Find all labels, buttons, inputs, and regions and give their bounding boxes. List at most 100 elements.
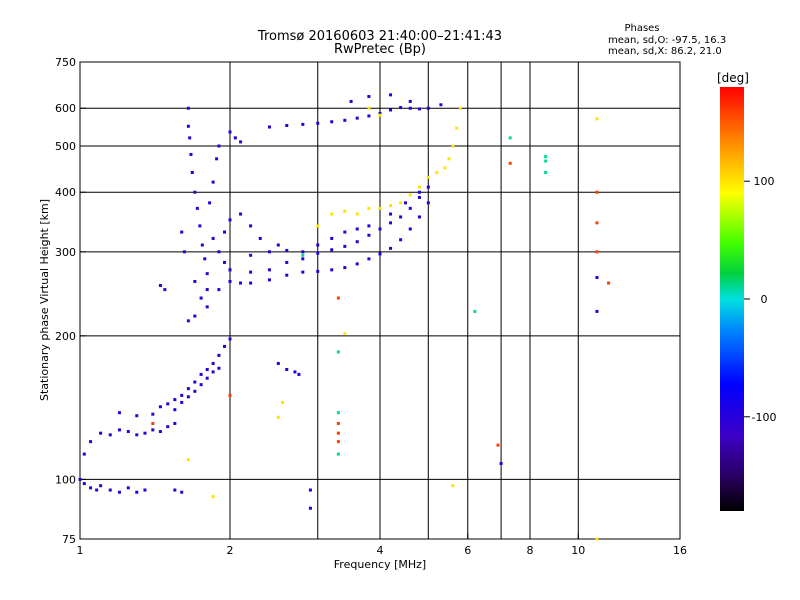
- x-tick-label: 1: [77, 544, 84, 557]
- data-point: [595, 250, 599, 254]
- y-axis-ticks: 75 100 200 300 400 500 600 750: [55, 56, 86, 546]
- x-tick-label: 2: [227, 544, 234, 557]
- data-point: [330, 120, 334, 124]
- data-point: [595, 276, 599, 280]
- data-point: [180, 230, 184, 234]
- data-point: [211, 361, 215, 365]
- data-point: [367, 224, 371, 228]
- data-point: [389, 221, 393, 225]
- data-point: [135, 414, 139, 418]
- data-point: [389, 246, 393, 250]
- data-point: [316, 243, 320, 247]
- data-point: [135, 433, 139, 437]
- data-point: [508, 161, 512, 165]
- data-point: [117, 411, 121, 415]
- data-point: [293, 370, 297, 374]
- x-axis-label: Frequency [MHz]: [334, 558, 426, 571]
- data-point: [399, 201, 403, 205]
- data-point: [228, 337, 232, 341]
- data-point: [193, 380, 197, 384]
- data-point: [95, 488, 99, 492]
- data-point: [443, 166, 447, 170]
- x-axis-ticks: 1 2 4 6 8 10 16: [77, 533, 687, 557]
- data-point: [473, 309, 477, 313]
- data-point: [403, 201, 407, 205]
- data-point: [186, 395, 190, 399]
- data-point: [343, 266, 347, 270]
- stats-line-o: mean, sd,O: -97.5, 16.3: [608, 35, 726, 46]
- data-point: [217, 288, 221, 292]
- data-point: [180, 490, 184, 494]
- data-point: [186, 387, 190, 391]
- y-tick-label: 600: [55, 102, 76, 115]
- data-point: [496, 443, 500, 447]
- data-point: [316, 251, 320, 255]
- data-point: [151, 428, 155, 432]
- data-point: [426, 185, 430, 189]
- data-point: [193, 279, 197, 283]
- data-point: [378, 113, 382, 117]
- data-point: [417, 107, 421, 111]
- data-point: [595, 537, 599, 541]
- data-point: [595, 117, 599, 121]
- data-point: [215, 157, 219, 161]
- data-point: [82, 482, 86, 486]
- data-point: [228, 393, 232, 397]
- y-tick-label: 300: [55, 246, 76, 259]
- data-point: [447, 157, 451, 161]
- data-point: [417, 190, 421, 194]
- data-point: [343, 244, 347, 248]
- data-point: [166, 425, 170, 429]
- data-point: [435, 170, 439, 174]
- data-point: [135, 490, 139, 494]
- data-point: [249, 224, 253, 228]
- data-point: [205, 376, 209, 380]
- data-point: [508, 136, 512, 140]
- data-point: [316, 269, 320, 273]
- data-point: [330, 248, 334, 252]
- data-point: [198, 224, 202, 228]
- data-point: [308, 506, 312, 510]
- data-point: [399, 215, 403, 219]
- y-tick-label: 200: [55, 330, 76, 343]
- data-point: [285, 123, 289, 127]
- data-point: [544, 155, 548, 159]
- data-point: [189, 152, 193, 156]
- data-point: [199, 383, 203, 387]
- colorbar-tick-label: 100: [754, 175, 775, 188]
- data-point: [316, 224, 320, 228]
- data-point: [301, 253, 305, 257]
- data-point: [355, 212, 359, 216]
- data-point: [276, 361, 280, 365]
- data-point: [367, 114, 371, 118]
- data-point: [281, 400, 285, 404]
- data-point: [239, 281, 243, 285]
- data-point: [336, 440, 340, 444]
- data-point: [190, 170, 194, 174]
- data-point: [301, 270, 305, 274]
- data-point: [301, 122, 305, 126]
- data-point: [180, 393, 184, 397]
- data-point: [239, 140, 243, 144]
- data-point: [408, 206, 412, 210]
- data-point: [233, 136, 237, 140]
- data-point: [607, 281, 611, 285]
- data-point: [239, 212, 243, 216]
- data-point: [217, 250, 221, 254]
- data-point: [426, 201, 430, 205]
- data-point: [199, 372, 203, 376]
- data-point: [143, 431, 147, 435]
- data-point: [151, 421, 155, 425]
- data-point: [211, 495, 215, 499]
- data-point: [193, 314, 197, 318]
- data-point: [408, 106, 412, 110]
- data-point: [316, 121, 320, 125]
- data-point: [249, 270, 253, 274]
- data-point: [217, 144, 221, 148]
- data-point: [186, 106, 190, 110]
- data-point: [426, 106, 430, 110]
- data-point: [143, 488, 147, 492]
- data-points: [78, 93, 611, 541]
- data-point: [186, 124, 190, 128]
